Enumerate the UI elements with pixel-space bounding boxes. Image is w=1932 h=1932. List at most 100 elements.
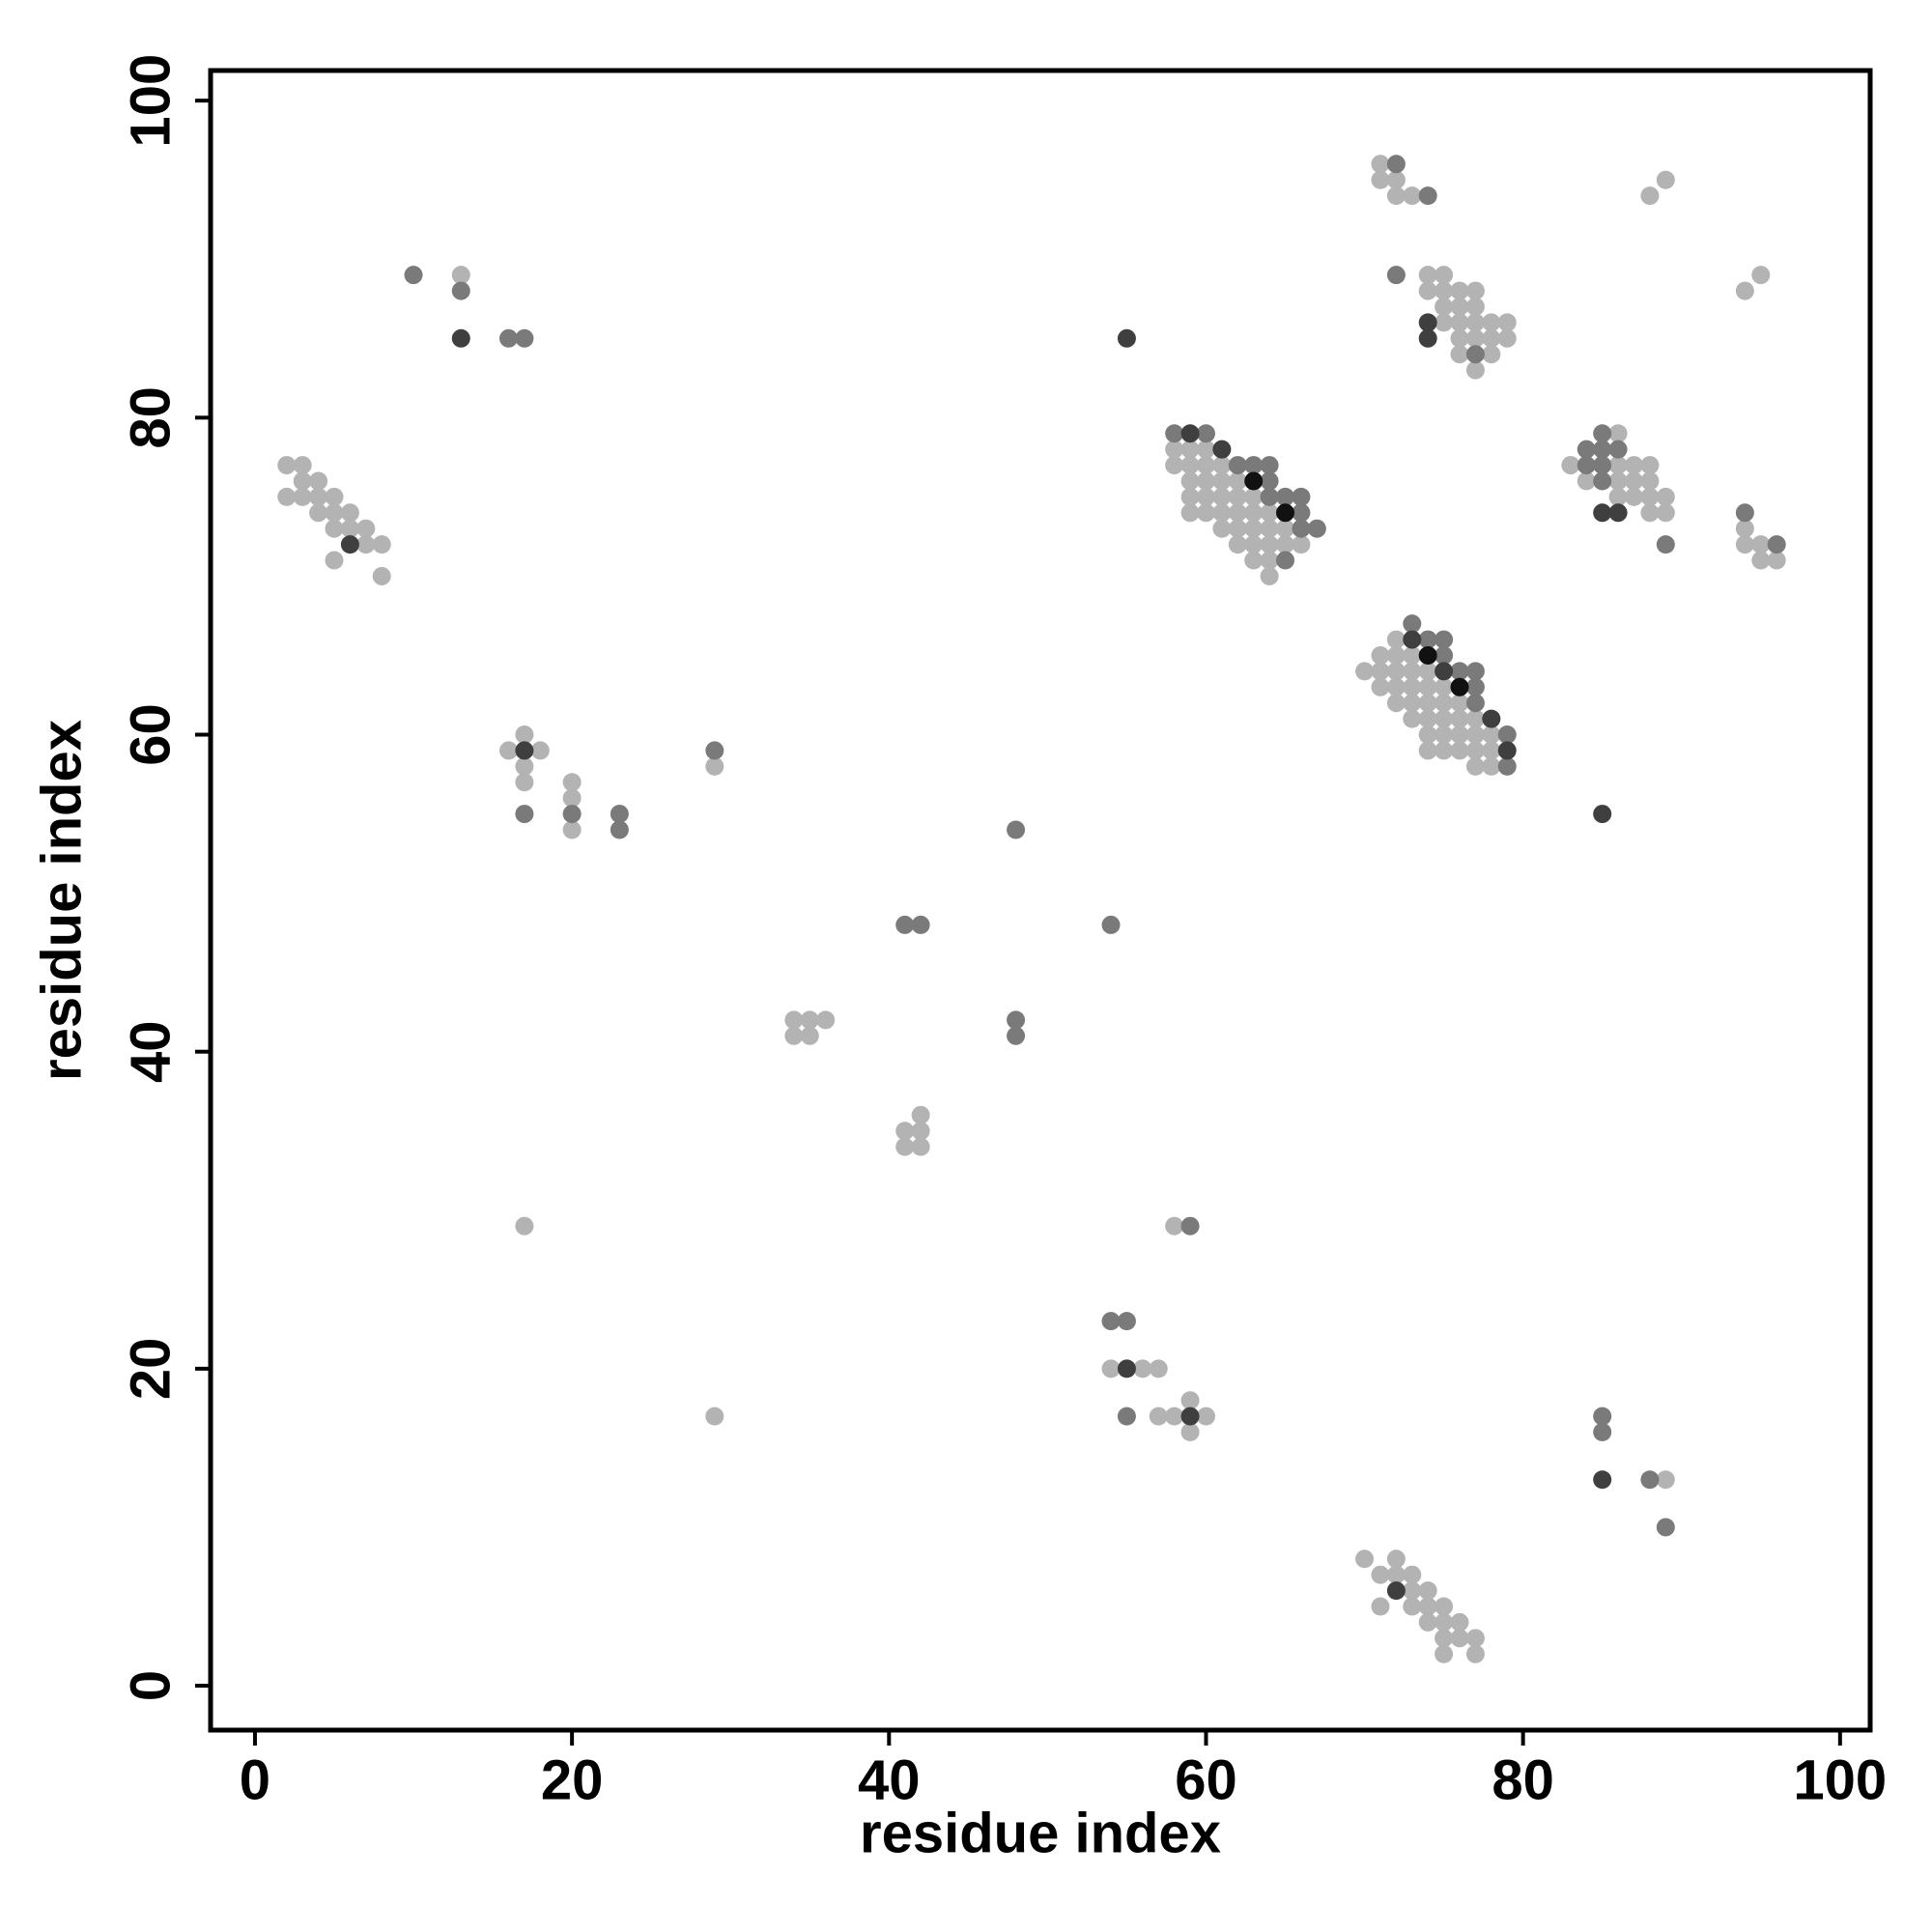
point xyxy=(1101,915,1121,934)
point xyxy=(1608,424,1628,443)
point xyxy=(293,471,312,491)
point xyxy=(1371,1565,1390,1584)
point xyxy=(325,503,344,523)
point xyxy=(1355,662,1375,681)
point xyxy=(1435,297,1454,316)
point xyxy=(911,1137,930,1156)
point xyxy=(911,915,930,934)
point xyxy=(895,915,915,934)
point xyxy=(1276,519,1295,538)
point xyxy=(356,535,376,554)
point xyxy=(1450,1629,1469,1648)
y-axis-label: residue index xyxy=(30,720,93,1081)
point xyxy=(372,535,391,554)
point xyxy=(1276,503,1295,523)
point xyxy=(1180,487,1200,506)
point xyxy=(1435,1629,1454,1648)
point xyxy=(1228,519,1247,538)
y-tick-label: 40 xyxy=(119,1020,182,1083)
point xyxy=(1371,155,1390,174)
point xyxy=(1403,662,1422,681)
point xyxy=(1450,297,1469,316)
point xyxy=(1577,440,1596,459)
point xyxy=(1180,424,1200,443)
point xyxy=(784,1010,804,1030)
x-tick-label: 80 xyxy=(1492,1748,1554,1811)
point xyxy=(1608,487,1628,506)
point xyxy=(515,773,534,792)
point xyxy=(1165,424,1184,443)
point xyxy=(1640,503,1660,523)
point xyxy=(1450,345,1469,364)
point xyxy=(1403,630,1422,649)
y-tick-label: 0 xyxy=(119,1670,182,1701)
point xyxy=(1482,328,1501,348)
point xyxy=(1244,519,1264,538)
point xyxy=(1244,456,1264,475)
point xyxy=(562,805,582,824)
point xyxy=(1751,266,1771,285)
point xyxy=(325,487,344,506)
point xyxy=(705,1406,724,1426)
point xyxy=(1228,456,1247,475)
point xyxy=(1465,313,1485,332)
point xyxy=(1101,1359,1121,1378)
point xyxy=(1577,471,1596,491)
point xyxy=(1260,487,1279,506)
point xyxy=(1386,630,1406,649)
point xyxy=(1418,709,1437,728)
point xyxy=(1307,519,1326,538)
point xyxy=(1435,694,1454,713)
point xyxy=(1450,328,1469,348)
point xyxy=(309,471,328,491)
point xyxy=(1403,1581,1422,1601)
point xyxy=(1656,1518,1675,1537)
point xyxy=(1418,1581,1437,1601)
point xyxy=(1482,345,1501,364)
point xyxy=(1355,1549,1375,1569)
point xyxy=(1640,471,1660,491)
point xyxy=(1435,1644,1454,1663)
point xyxy=(800,1026,819,1045)
point xyxy=(1482,313,1501,332)
point xyxy=(1165,456,1184,475)
point xyxy=(1418,662,1437,681)
point xyxy=(1465,1644,1485,1663)
point xyxy=(1228,535,1247,554)
point xyxy=(1117,1406,1136,1426)
point xyxy=(515,328,534,348)
point xyxy=(1386,266,1406,285)
point xyxy=(816,1010,836,1030)
point xyxy=(1403,186,1422,206)
point xyxy=(1260,551,1279,570)
point xyxy=(1212,503,1232,523)
point xyxy=(1418,694,1437,713)
point xyxy=(1593,1470,1612,1490)
point xyxy=(1149,1406,1168,1426)
point xyxy=(1561,456,1580,475)
point xyxy=(1435,266,1454,285)
x-tick-label: 20 xyxy=(541,1748,604,1811)
point xyxy=(895,1122,915,1141)
point xyxy=(911,1122,930,1141)
point xyxy=(1450,281,1469,300)
point xyxy=(1260,566,1279,585)
point xyxy=(1450,662,1469,681)
point xyxy=(1418,186,1437,206)
point xyxy=(784,1026,804,1045)
point xyxy=(309,487,328,506)
point xyxy=(1180,1406,1200,1426)
point xyxy=(1435,662,1454,681)
point xyxy=(1212,487,1232,506)
point xyxy=(451,266,470,285)
point xyxy=(1212,440,1232,459)
plot-frame xyxy=(208,68,1873,1733)
point xyxy=(1593,456,1612,475)
point xyxy=(1465,345,1485,364)
point xyxy=(1196,1406,1215,1426)
point xyxy=(1465,694,1485,713)
point xyxy=(293,456,312,475)
point xyxy=(1450,677,1469,696)
point xyxy=(1435,313,1454,332)
